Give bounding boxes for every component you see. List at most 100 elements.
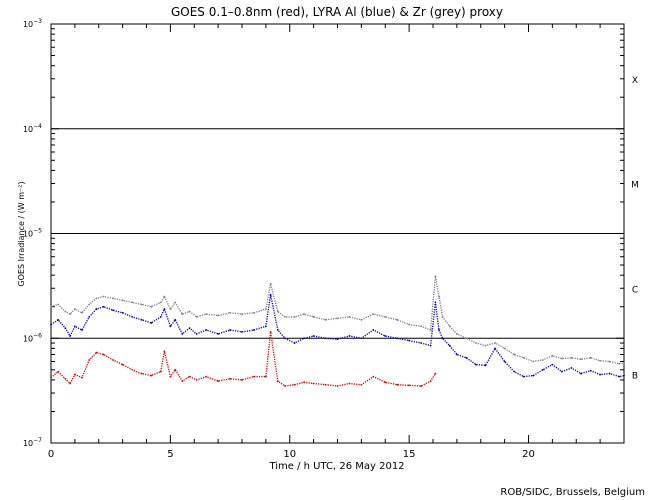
series-point [384,315,387,318]
series-point [181,380,184,382]
series-point [195,315,198,318]
y-axis: 10−7 10−6 10−5 10−4 10−3 [23,18,624,448]
series-point [336,338,339,341]
series-point [269,283,272,285]
series-point [188,310,191,313]
series-point [324,318,327,321]
series-point [169,308,172,310]
series-point [324,383,327,386]
series-point [372,375,375,378]
series-point [455,353,458,356]
series-point [195,333,198,335]
series-point [312,382,315,385]
series-point [188,327,191,329]
series-point [551,363,554,366]
series-point [623,374,625,377]
series-point [522,356,525,359]
series-point [384,381,387,384]
series-point [589,356,592,359]
series-point [81,376,83,379]
series-point [88,359,91,361]
series-point [396,383,399,386]
series-point [438,295,440,298]
series-point [50,305,52,308]
series-point [102,353,105,356]
x-tick-label: 10 [283,449,296,460]
series-point [88,303,91,306]
series-point [217,380,220,382]
series-point [513,370,516,373]
y-axis-label: GOES Irradiance / (W m⁻²) [17,181,26,286]
series-point [181,333,184,335]
series-point [163,350,166,353]
series-point [303,381,305,384]
series-line [50,331,436,387]
y-tick-label: 10−5 [23,228,42,239]
series-point [360,383,363,386]
series-point [73,325,76,328]
series-point [570,356,573,359]
series-point [360,318,363,321]
series-point [503,360,506,363]
series-point [121,311,124,314]
y-tick-label: 10−4 [23,123,42,134]
series-point [131,315,134,318]
series-point [623,362,625,364]
series-point [229,377,231,380]
series-point [64,310,67,313]
series-point [140,372,143,375]
series-point [441,337,444,340]
series-point [441,315,444,318]
series-point [494,342,496,344]
series-point [608,360,611,363]
series-point [205,313,208,316]
series-point [580,358,582,361]
series-point [174,368,177,371]
series-point [95,297,98,300]
series-point [269,293,272,296]
series-point [276,329,279,331]
series-point [618,362,621,365]
series-point [293,315,296,318]
series-point [253,329,255,331]
series-point [384,335,387,337]
series-point [420,342,422,344]
chart-title: GOES 0.1–0.8nm (red), LYRA Al (blue) & Z… [171,5,503,19]
series-point [269,330,272,333]
series-point [303,313,305,316]
series-point [420,325,422,328]
series-point [253,375,255,378]
series-point [112,297,114,300]
series-point [475,342,477,344]
series-point [408,323,411,326]
series-point [465,356,468,359]
series-point [159,370,162,373]
series-point [372,313,375,316]
series-point [503,347,506,350]
x-tick-label: 0 [48,449,54,460]
data-series [50,275,625,387]
series-point [276,310,279,313]
series-point [241,330,243,333]
series-point [140,318,143,321]
series-point [599,373,602,376]
series-point [140,303,143,306]
series-point [348,382,351,385]
x-tick-label: 15 [403,449,416,460]
series-point [561,357,563,360]
series-point [150,322,153,324]
series-point [434,372,437,375]
series-point [312,315,315,318]
class-boundary-lines [51,128,624,339]
series-point [121,363,124,366]
series-point [174,301,177,304]
series-point [205,329,208,331]
series-point [150,374,153,377]
x-tick-label: 5 [167,449,173,460]
series-point [217,314,220,317]
series-point [429,344,432,347]
series-point [608,372,611,375]
series-point [131,368,134,371]
series-point [455,333,458,335]
